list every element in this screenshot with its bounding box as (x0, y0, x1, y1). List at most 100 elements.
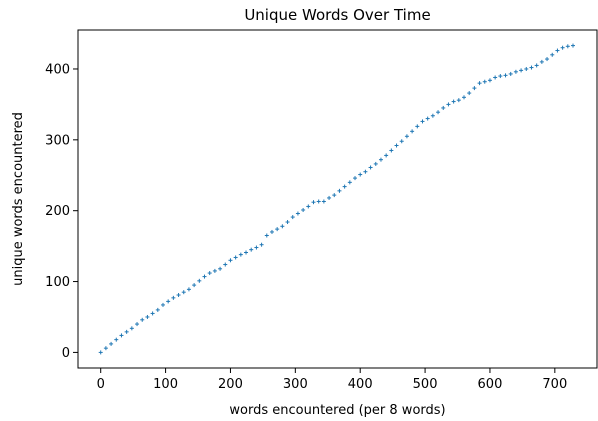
data-point (472, 86, 477, 91)
x-tick-label: 0 (97, 377, 105, 392)
data-point (508, 71, 513, 76)
chart-title: Unique Words Over Time (244, 6, 430, 24)
data-point (539, 59, 544, 64)
data-point (218, 266, 223, 271)
y-tick-label: 100 (45, 275, 70, 290)
data-point (275, 227, 280, 232)
plot-area (98, 43, 575, 355)
data-point (353, 176, 358, 181)
data-point (368, 165, 373, 170)
data-point (420, 119, 425, 124)
x-tick-label: 100 (153, 377, 178, 392)
data-point (327, 195, 332, 200)
data-point (233, 255, 238, 260)
plot-frame (77, 29, 598, 369)
data-point (493, 75, 498, 80)
x-tick-label: 400 (348, 377, 373, 392)
data-point (207, 271, 212, 276)
x-tick-label: 700 (542, 377, 567, 392)
data-point (238, 252, 243, 257)
data-point (202, 274, 207, 279)
data-point (114, 337, 119, 342)
data-point (373, 161, 378, 166)
data-point (295, 211, 300, 216)
data-point (462, 95, 467, 100)
data-point (244, 250, 249, 255)
y-tick-label: 200 (45, 204, 70, 219)
x-axis-label: words encountered (per 8 words) (229, 403, 445, 418)
data-point (487, 78, 492, 83)
data-point (560, 45, 565, 50)
data-point (98, 350, 103, 355)
data-point (197, 278, 202, 283)
x-tick-label: 600 (478, 377, 503, 392)
data-point (565, 44, 570, 49)
y-tick-label: 400 (45, 62, 70, 77)
data-point (415, 124, 420, 129)
data-point (425, 116, 430, 121)
y-tick-label: 300 (45, 133, 70, 148)
data-point (321, 199, 326, 204)
data-point (477, 81, 482, 86)
data-point (280, 224, 285, 229)
y-axis-label: unique words encountered (11, 112, 26, 286)
data-point (363, 169, 368, 174)
data-point (155, 307, 160, 312)
data-point (285, 220, 290, 225)
data-point (389, 148, 394, 153)
data-point (358, 172, 363, 177)
data-point (456, 98, 461, 103)
data-point (223, 262, 228, 267)
data-point (446, 102, 451, 107)
y-tick-label: 0 (62, 346, 70, 361)
data-point (332, 193, 337, 198)
data-point (430, 113, 435, 118)
x-tick-label: 500 (413, 377, 438, 392)
data-point (150, 311, 155, 316)
data-point (545, 57, 550, 62)
data-point (249, 247, 254, 252)
data-point (166, 299, 171, 304)
data-point (347, 180, 352, 185)
data-point (228, 258, 233, 263)
data-point (259, 242, 264, 247)
data-point (176, 293, 181, 298)
data-point (394, 143, 399, 148)
data-point (145, 314, 150, 319)
data-point (534, 63, 539, 68)
data-point (129, 326, 134, 331)
data-point (254, 245, 259, 250)
data-point (135, 322, 140, 327)
data-point (570, 43, 575, 48)
data-point (404, 134, 409, 139)
x-tick-label: 200 (218, 377, 243, 392)
data-point (342, 184, 347, 189)
data-point (192, 283, 197, 288)
data-point (467, 91, 472, 96)
data-point (436, 110, 441, 115)
data-point (306, 204, 311, 209)
data-point (513, 69, 518, 74)
data-point (524, 66, 529, 71)
data-point (451, 99, 456, 104)
data-point (503, 73, 508, 78)
data-point (186, 287, 191, 292)
x-axis: 0 100 200 300 400 500 600 700 (97, 368, 567, 392)
data-point (441, 105, 446, 110)
data-point (311, 200, 316, 205)
data-point (316, 199, 321, 204)
data-point (212, 268, 217, 273)
data-point (498, 74, 503, 79)
data-point (124, 329, 129, 334)
data-point (384, 153, 389, 158)
data-point (269, 229, 274, 234)
data-point (482, 79, 487, 84)
data-point (301, 207, 306, 212)
data-point (181, 290, 186, 295)
data-point (140, 317, 145, 322)
x-tick-label: 300 (283, 377, 308, 392)
y-axis: 0 100 200 300 400 (45, 62, 78, 361)
data-point (109, 341, 114, 346)
data-point (550, 52, 555, 57)
